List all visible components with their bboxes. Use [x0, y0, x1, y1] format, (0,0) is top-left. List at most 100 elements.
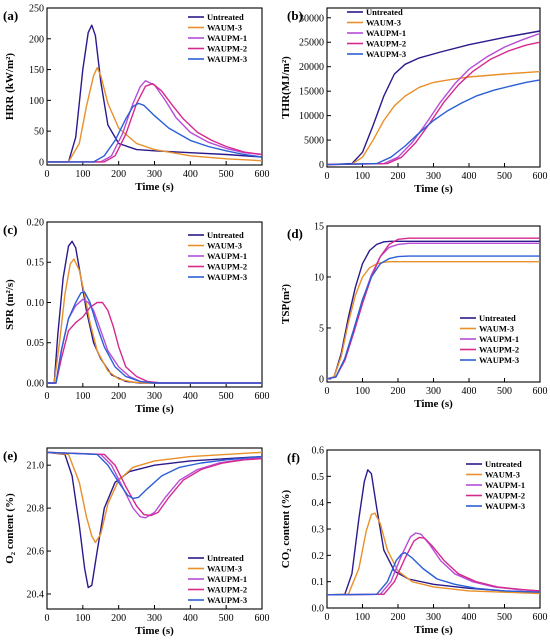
series-line-untreated	[46, 451, 263, 589]
legend-label: WAUM-3	[207, 564, 242, 574]
y-tick-label: 0	[39, 157, 44, 168]
series-line-untreated	[326, 30, 541, 166]
y-tick-label: 5000	[304, 136, 324, 147]
chart-panel-2: 0 100 200 300 400 500 600 0 5000 10000 15000 20000 2…	[280, 7, 548, 195]
y-tick-label: 0.5	[312, 472, 325, 483]
legend-label: WAUPM-3	[485, 501, 525, 511]
y-tick-label: 0.05	[27, 338, 45, 349]
x-tick-label: 500	[219, 613, 234, 624]
series-line-waum-3	[326, 512, 541, 596]
x-axis-label: Time (s)	[414, 398, 453, 410]
x-tick-label: 500	[497, 612, 512, 623]
panel-label: (f)	[287, 450, 300, 465]
y-tick-label: 25000	[299, 38, 324, 49]
y-tick-label: 21.0	[27, 461, 45, 472]
series-line-waum-3	[46, 451, 263, 544]
y-axis-label: TSP(m²)	[280, 284, 292, 324]
legend-label: WAUM-3	[207, 241, 242, 251]
x-tick-label: 200	[111, 613, 126, 624]
y-tick-label: 100	[29, 96, 44, 107]
series-line-untreated	[326, 469, 541, 596]
series-line-untreated	[47, 24, 263, 163]
panel-label: (e)	[3, 448, 17, 463]
x-tick-label: 400	[462, 612, 477, 623]
y-tick-label: 0.0	[312, 604, 325, 615]
legend-label: WAUM-3	[366, 18, 401, 28]
legend-label: Untreated	[366, 7, 403, 17]
panel-label: (c)	[3, 222, 17, 237]
x-tick-label: 300	[147, 391, 162, 402]
panel-label: (a)	[3, 8, 18, 23]
legend-label: WAUM-3	[485, 470, 520, 480]
y-tick-label: 50	[34, 127, 44, 138]
y-tick-label: 30000	[299, 13, 324, 24]
legend-label: WAUPM-2	[207, 585, 247, 595]
legend-label: WAUPM-1	[207, 251, 247, 261]
y-axis-label: HRR (kW/m²)	[4, 53, 16, 120]
series-line-waupm-3	[47, 102, 263, 163]
legend-label: WAUPM-3	[479, 355, 519, 365]
series-line-waupm-1	[326, 532, 541, 596]
legend-label: WAUM-3	[479, 324, 514, 334]
legend-label: WAUPM-3	[366, 49, 406, 59]
y-tick-label: 10000	[299, 111, 324, 122]
plot-frame	[326, 7, 541, 168]
chart-panel-4: 0 100 200 300 400 500 600 0 5 10 15 Time (s) TSP(m²)…	[280, 222, 548, 411]
x-axis-label: Time (s)	[135, 625, 174, 637]
series-line-waupm-2	[326, 536, 541, 596]
legend-label: WAUPM-2	[207, 262, 247, 272]
legend-label: WAUPM-1	[366, 28, 406, 38]
y-tick-label: 10	[314, 272, 324, 283]
y-tick-label: 15	[314, 222, 324, 233]
x-tick-label: 300	[147, 169, 162, 180]
y-tick-label: 20.8	[27, 504, 45, 515]
x-tick-label: 400	[183, 169, 198, 180]
x-tick-label: 200	[391, 171, 406, 182]
legend-label: WAUPM-2	[479, 345, 519, 355]
x-tick-label: 500	[497, 171, 512, 182]
legend-label: Untreated	[479, 313, 516, 323]
x-tick-label: 0	[325, 386, 330, 397]
chart-panel-3: 0 100 200 300 400 500 600 0.00 0.05 0.10 0.15 0.20 T…	[3, 218, 270, 416]
chart-panel-1: 0 100 200 300 400 500 600 0 50 100 150 200 250 Time (…	[3, 4, 270, 194]
series-line-waupm-3	[326, 79, 541, 166]
x-tick-label: 0	[325, 171, 330, 182]
x-tick-label: 400	[462, 386, 477, 397]
y-tick-label: 0.4	[312, 498, 325, 509]
y-tick-label: 0.3	[312, 525, 325, 536]
y-axis-label: SPR (m²/s)	[4, 279, 16, 330]
x-tick-label: 600	[255, 391, 270, 402]
x-tick-label: 600	[533, 386, 548, 397]
legend-label: Untreated	[207, 230, 244, 240]
series-line-waupm-3	[46, 451, 263, 500]
panel-label: (b)	[287, 8, 303, 23]
y-tick-label: 0	[319, 374, 324, 385]
series-line-waupm-2	[47, 82, 263, 163]
y-tick-label: 0.6	[312, 446, 325, 457]
legend-label: Untreated	[485, 459, 522, 469]
series-line-waum-3	[47, 66, 263, 163]
y-tick-label: 20.4	[27, 589, 45, 600]
y-axis-label: THR(MJ/m²)	[280, 56, 292, 119]
x-tick-label: 0	[45, 613, 50, 624]
chart-panel-6: 0 100 200 300 400 500 600 0.0 0.1 0.2 0.3 0.4 0.5 0.6…	[280, 446, 548, 637]
x-tick-label: 400	[183, 391, 198, 402]
series-line-waupm-1	[47, 298, 262, 384]
series-line-waum-3	[326, 261, 540, 380]
y-tick-label: 0.1	[312, 577, 325, 588]
y-tick-label: 200	[29, 34, 44, 45]
y-tick-label: 5	[319, 323, 324, 334]
series-line-untreated	[326, 240, 540, 380]
x-tick-label: 300	[426, 612, 441, 623]
chart-panel-5: 0 100 200 300 400 500 600 20.4 20.6 20.8 21.0 Time …	[3, 447, 270, 637]
x-tick-label: 100	[355, 612, 370, 623]
x-axis-label: Time (s)	[135, 403, 174, 415]
series-line-waupm-2	[46, 451, 263, 517]
series-line-waupm-3	[326, 255, 540, 380]
x-tick-label: 300	[426, 386, 441, 397]
x-tick-label: 600	[255, 613, 270, 624]
y-tick-label: 0.20	[27, 218, 45, 229]
y-tick-label: 20000	[299, 62, 324, 73]
series-line-waupm-1	[326, 32, 541, 166]
x-tick-label: 400	[183, 613, 198, 624]
